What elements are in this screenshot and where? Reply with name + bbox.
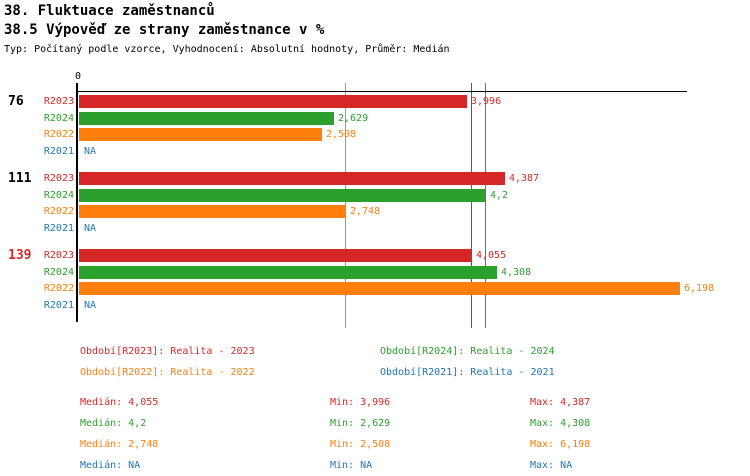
stats-cell-max: Max: NA [530,460,573,471]
report-subtitle: 38.5 Výpověď ze strany zaměstnance v % [4,22,325,38]
legend-item: Období[R2021]: Realita - 2021 [380,367,555,378]
bar-value-label: 6,198 [684,283,715,294]
bar-value-label: 3,996 [471,96,502,107]
stats-cell-median: Medián: NA [80,460,141,471]
stats-cell-max: Max: 6,198 [530,439,591,450]
bar-value-label: 2,508 [326,129,357,140]
median-line-r2024 [485,83,486,328]
stats-cell-max: Max: 4,308 [530,418,591,429]
bar-r2023 [79,95,467,108]
group-label: 76 [8,94,24,109]
stats-cell-median: Medián: 4,2 [80,418,147,429]
bar-r2022 [79,205,346,218]
row-label-r2024: R2024 [43,190,74,201]
y-axis-line [76,83,78,322]
bar-r2022 [79,128,322,141]
report-title: 38. Fluktuace zaměstnanců [4,3,215,19]
bar-r2022 [79,282,680,295]
row-label-r2022: R2022 [43,283,74,294]
bar-value-label: 4,055 [476,250,507,261]
bar-r2024 [79,266,497,279]
stats-cell-min: Min: 3,996 [330,397,391,408]
row-label-r2021: R2021 [43,146,74,157]
row-label-r2021: R2021 [43,223,74,234]
stats-cell-median: Medián: 4,055 [80,397,159,408]
row-label-r2023: R2023 [43,96,74,107]
row-label-r2021: R2021 [43,300,74,311]
bar-r2024 [79,112,334,125]
na-label: NA [84,223,97,234]
median-line-r2023 [471,83,472,328]
stats-cell-min: Min: NA [330,460,373,471]
bar-r2023 [79,172,505,185]
row-label-r2024: R2024 [43,267,74,278]
na-label: NA [84,146,97,157]
stats-cell-max: Max: 4,387 [530,397,591,408]
row-label-r2022: R2022 [43,206,74,217]
row-label-r2024: R2024 [43,113,74,124]
report-config-line: Typ: Počítaný podle vzorce, Vyhodnocení:… [4,44,450,55]
row-label-r2022: R2022 [43,129,74,140]
na-label: NA [84,300,97,311]
bar-value-label: 2,629 [338,113,369,124]
row-label-r2023: R2023 [43,250,74,261]
bar-r2023 [79,249,472,262]
bar-value-label: 2,748 [350,206,381,217]
bar-value-label: 4,387 [509,173,540,184]
stats-cell-min: Min: 2,508 [330,439,391,450]
group-label: 139 [8,248,32,263]
bar-value-label: 4,308 [501,267,532,278]
legend-item: Období[R2023]: Realita - 2023 [80,346,255,357]
x-axis-line [77,91,687,92]
bar-r2024 [79,189,486,202]
group-label: 111 [8,171,32,186]
x-axis-zero-label: 0 [74,71,82,82]
bar-value-label: 4,2 [490,190,509,201]
legend-item: Období[R2024]: Realita - 2024 [380,346,555,357]
row-label-r2023: R2023 [43,173,74,184]
legend-item: Období[R2022]: Realita - 2022 [80,367,255,378]
stats-cell-min: Min: 2,629 [330,418,391,429]
stats-cell-median: Medián: 2,748 [80,439,159,450]
